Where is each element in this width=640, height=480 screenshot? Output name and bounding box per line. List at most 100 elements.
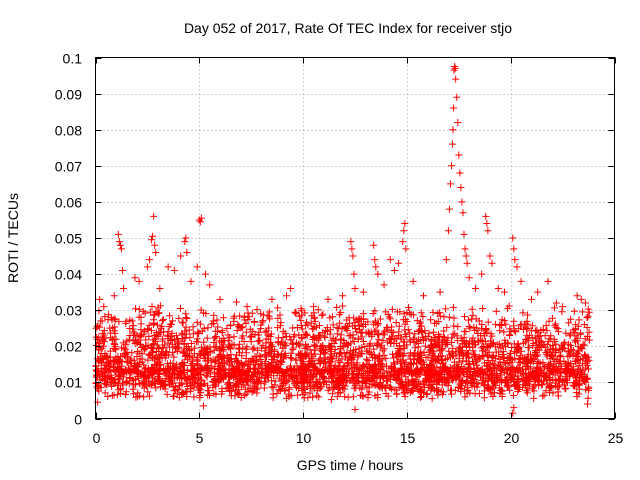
data-point — [303, 330, 311, 338]
data-point — [378, 373, 386, 381]
data-point — [251, 330, 259, 338]
data-point — [457, 388, 465, 396]
data-point — [411, 356, 419, 364]
data-point — [488, 259, 496, 267]
data-point — [478, 270, 486, 278]
data-point — [325, 344, 333, 352]
data-point — [471, 285, 479, 293]
data-point — [480, 332, 488, 340]
data-point — [347, 339, 355, 347]
data-point — [197, 320, 205, 328]
data-point — [264, 311, 272, 319]
data-point — [397, 381, 405, 389]
data-point — [271, 377, 279, 385]
x-tick-label: 10 — [296, 430, 312, 446]
data-point — [144, 388, 152, 396]
data-point — [166, 320, 174, 328]
data-point — [268, 295, 276, 303]
data-point — [456, 343, 464, 351]
data-point — [509, 392, 517, 400]
data-point — [243, 343, 251, 351]
data-point — [322, 358, 330, 366]
data-point — [374, 270, 382, 278]
data-point — [428, 395, 436, 403]
data-point — [514, 372, 522, 380]
data-point — [296, 351, 304, 359]
data-point — [524, 320, 532, 328]
data-point — [460, 313, 468, 321]
data-point — [246, 325, 254, 333]
data-point — [512, 380, 520, 388]
data-point — [372, 263, 380, 271]
axis-ticks — [95, 57, 616, 420]
data-point — [555, 376, 563, 384]
data-point — [153, 321, 161, 329]
data-point — [492, 307, 500, 315]
data-point — [448, 349, 456, 357]
data-point — [224, 337, 232, 345]
data-point — [321, 345, 329, 353]
data-point — [311, 381, 319, 389]
data-point — [261, 328, 269, 336]
data-point — [152, 337, 160, 345]
data-point — [152, 248, 160, 256]
data-point — [271, 365, 279, 373]
data-point — [311, 360, 319, 368]
data-point — [350, 270, 358, 278]
data-point — [148, 380, 156, 388]
data-point — [390, 266, 398, 274]
data-point — [354, 370, 362, 378]
data-point — [200, 380, 208, 388]
data-point — [372, 319, 380, 327]
data-point — [564, 362, 572, 370]
data-point — [421, 384, 429, 392]
data-point — [353, 361, 361, 369]
data-point — [395, 349, 403, 357]
data-point — [583, 333, 591, 341]
data-point — [535, 333, 543, 341]
data-point — [411, 344, 419, 352]
data-point — [229, 366, 237, 374]
data-point — [301, 362, 309, 370]
data-point — [298, 333, 306, 341]
data-point — [210, 311, 218, 319]
data-point — [539, 392, 547, 400]
data-point — [533, 364, 541, 372]
data-point — [514, 385, 522, 393]
data-point — [436, 312, 444, 320]
data-point — [182, 345, 190, 353]
data-point — [96, 371, 104, 379]
data-point — [542, 349, 550, 357]
data-point — [446, 368, 454, 376]
data-point — [391, 368, 399, 376]
data-point — [289, 346, 297, 354]
data-point — [111, 376, 119, 384]
data-point — [566, 372, 574, 380]
data-point — [329, 321, 337, 329]
data-point — [332, 336, 340, 344]
data-point — [93, 367, 101, 375]
data-point — [183, 315, 191, 323]
data-point — [449, 376, 457, 384]
data-point — [522, 387, 530, 395]
data-point — [494, 341, 502, 349]
data-point — [347, 354, 355, 362]
data-point — [195, 384, 203, 392]
data-point — [244, 309, 252, 317]
data-point — [186, 333, 194, 341]
data-point — [351, 405, 359, 413]
data-point — [545, 383, 553, 391]
data-point — [293, 339, 301, 347]
data-point — [568, 346, 576, 354]
data-point — [235, 344, 243, 352]
data-point — [148, 236, 156, 244]
data-point — [206, 281, 214, 289]
data-point — [193, 263, 201, 271]
data-point — [359, 361, 367, 369]
data-point — [561, 385, 569, 393]
data-point — [119, 373, 127, 381]
data-point — [429, 308, 437, 316]
data-point — [470, 351, 478, 359]
data-point — [384, 392, 392, 400]
data-point — [233, 298, 241, 306]
